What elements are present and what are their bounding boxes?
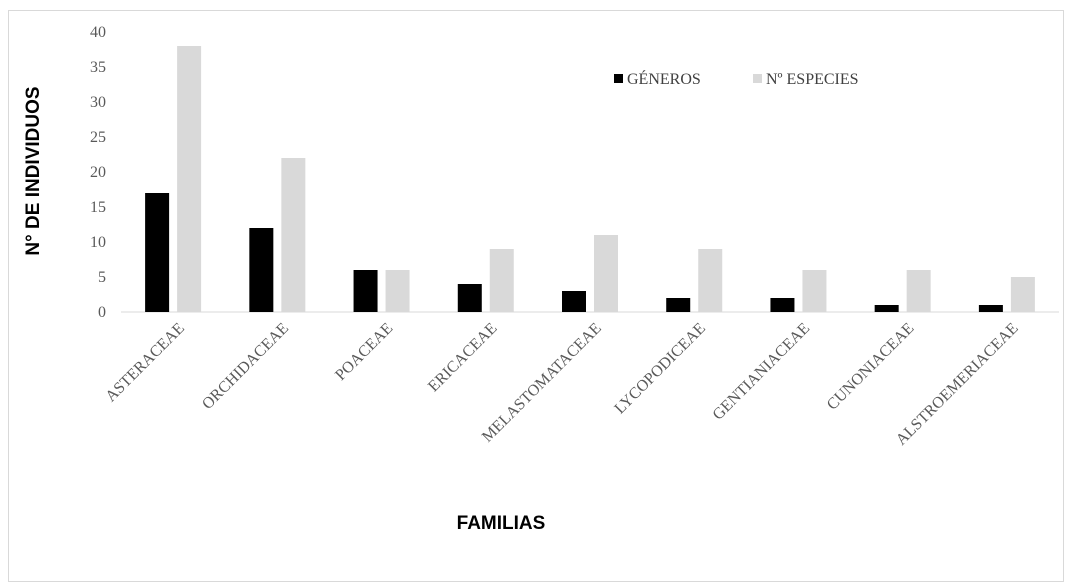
bar-n-especies-orchidaceae [281,158,306,312]
x-tick-label-lycopodiceae: LYCOPODICEAE [611,320,709,418]
bar-n-especies-melastomataceae [594,235,618,312]
y-tick-label: 30 [90,94,106,111]
x-tick-label-ericaceae: ERICACEAE [425,320,501,396]
x-tick-label-alstroemeriaceae: ALSTROEMERIACEAE [893,320,1022,449]
bars [145,46,1035,312]
bar-generos-alstroemeriaceae [978,305,1003,312]
y-axis-ticks: 0 5 10 15 20 25 30 35 40 [90,24,106,321]
bar-n-especies-ericaceae [489,249,514,312]
y-tick-label: 0 [98,304,106,321]
legend-label-generos: GÉNEROS [627,69,701,88]
bar-chart: 0 5 10 15 20 25 30 35 40 ASTERACEAE ORCHIDACEAE PO… [23,24,1059,534]
bar-generos-orchidaceae [249,228,274,312]
x-tick-label-gentianiaceae: GENTIANIACEAE [710,320,814,424]
bar-n-especies-asteraceae [177,46,202,312]
y-tick-label: 5 [98,269,106,286]
x-axis-category-labels: ASTERACEAE ORCHIDACEAE POACEAE ERICACEAEMEL… [102,320,1021,449]
bar-generos-lycopodiceae [666,298,691,312]
bar-generos-cunoniaceae [874,305,899,312]
bar-n-especies-poaceae [385,270,410,312]
x-tick-label-cunoniaceae: CUNONIACEAE [824,320,918,414]
legend-swatch-especies [753,74,762,83]
y-tick-label: 20 [90,164,106,181]
bar-n-especies-lycopodiceae [698,249,723,312]
bar-generos-poaceae [353,270,378,312]
x-tick-label-orchidaceae: ORCHIDACEAE [199,320,292,413]
bar-generos-melastomataceae [562,291,586,312]
x-axis-title: FAMILIAS [457,513,546,534]
y-tick-label: 35 [90,59,106,76]
y-tick-label: 10 [90,234,106,251]
y-tick-label: 15 [90,199,106,216]
bar-n-especies-cunoniaceae [906,270,931,312]
legend: GÉNEROS Nº ESPECIES [614,69,859,88]
y-tick-label: 25 [90,129,106,146]
bar-n-especies-alstroemeriaceae [1010,277,1035,312]
y-tick-label: 40 [90,24,106,41]
bar-generos-ericaceae [457,284,482,312]
legend-swatch-generos [614,74,623,83]
bar-n-especies-gentianiaceae [802,270,827,312]
legend-label-especies: Nº ESPECIES [766,71,859,88]
chart-frame: 0 5 10 15 20 25 30 35 40 ASTERACEAE ORCHIDACEAE PO… [8,10,1064,582]
bar-generos-asteraceae [145,193,170,312]
bar-generos-gentianiaceae [770,298,795,312]
x-tick-label-poaceae: POACEAE [332,320,396,384]
y-axis-title: N° DE INDIVIDUOS [23,86,44,255]
x-tick-label-asteraceae: ASTERACEAE [102,320,188,406]
x-tick-label-melastomataceae: MELASTOMATACEAE [479,320,605,446]
